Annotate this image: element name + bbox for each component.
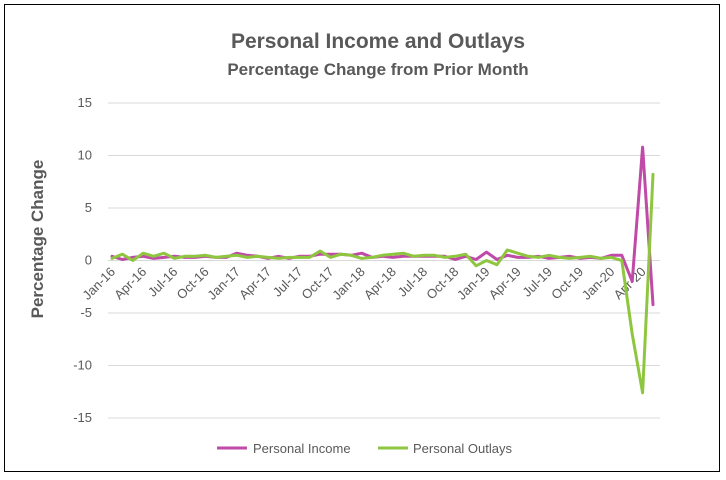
x-tick-label: Apr-16 [111,264,149,302]
x-tick-label: Apr-17 [236,264,274,302]
y-tick-label: -15 [73,410,92,425]
x-tick-label: Jan-16 [79,264,118,303]
legend-label-personal-outlays: Personal Outlays [413,441,512,456]
gridlines [108,102,660,419]
x-tick-label: Jan-19 [454,264,493,303]
x-tick-label: Apr-20 [611,264,649,302]
y-tick-label: 5 [85,200,92,215]
series-line-personal-outlays [110,172,655,395]
y-tick-label: 15 [78,95,92,110]
x-axis-ticks: Jan-16Apr-16Jul-16Oct-16Jan-17Apr-17Jul-… [79,264,648,303]
x-tick-label: Apr-18 [361,264,399,302]
y-axis-label: Percentage Change [28,160,47,319]
x-tick-label: Oct-19 [548,264,586,302]
x-tick-label: Oct-18 [423,264,461,302]
y-tick-label: 0 [85,253,92,268]
legend-label-personal-income: Personal Income [253,441,351,456]
legend: Personal Income Personal Outlays [217,441,512,456]
y-axis-ticks: 15 10 5 0 -5 -10 -15 [73,95,92,425]
x-tick-label: Jan-18 [329,264,368,303]
y-tick-label: -10 [73,358,92,373]
x-tick-label: Jan-20 [579,264,618,303]
y-tick-label: -5 [80,305,92,320]
chart-subtitle: Percentage Change from Prior Month [227,60,528,79]
x-tick-label: Oct-17 [298,264,336,302]
x-tick-label: Oct-16 [174,264,212,302]
chart-title: Personal Income and Outlays [231,30,525,53]
chart-frame [4,4,720,472]
series-lines [110,145,655,395]
x-tick-label: Jan-17 [204,264,243,303]
y-tick-label: 10 [78,148,92,163]
x-tick-label: Apr-19 [486,264,524,302]
